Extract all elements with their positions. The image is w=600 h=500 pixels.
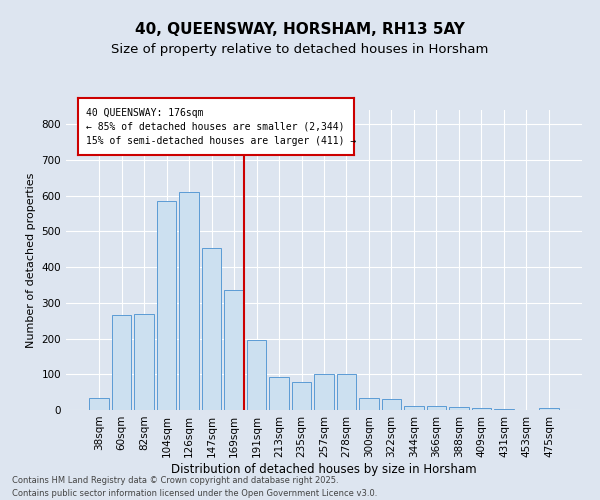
Bar [382, 400, 401, 410]
Bar [359, 398, 379, 410]
Text: Contains HM Land Registry data © Crown copyright and database right 2025.
Contai: Contains HM Land Registry data © Crown c… [12, 476, 377, 498]
Bar [427, 406, 446, 410]
Y-axis label: Number of detached properties: Number of detached properties [26, 172, 36, 348]
Bar [247, 340, 266, 410]
Bar [202, 248, 221, 410]
Text: 40, QUEENSWAY, HORSHAM, RH13 5AY: 40, QUEENSWAY, HORSHAM, RH13 5AY [135, 22, 465, 38]
Bar [224, 290, 244, 410]
Bar [179, 192, 199, 410]
Bar [494, 409, 514, 410]
Bar [337, 374, 356, 410]
Bar [539, 408, 559, 410]
Bar [157, 201, 176, 410]
Bar [134, 314, 154, 410]
Bar [404, 406, 424, 410]
Bar [314, 374, 334, 410]
Bar [292, 382, 311, 410]
Bar [472, 408, 491, 410]
Bar [449, 407, 469, 410]
Text: 40 QUEENSWAY: 176sqm
← 85% of detached houses are smaller (2,344)
15% of semi-de: 40 QUEENSWAY: 176sqm ← 85% of detached h… [86, 108, 356, 146]
Bar [89, 398, 109, 410]
X-axis label: Distribution of detached houses by size in Horsham: Distribution of detached houses by size … [171, 462, 477, 475]
Bar [112, 316, 131, 410]
Bar [269, 377, 289, 410]
Text: Size of property relative to detached houses in Horsham: Size of property relative to detached ho… [112, 42, 488, 56]
